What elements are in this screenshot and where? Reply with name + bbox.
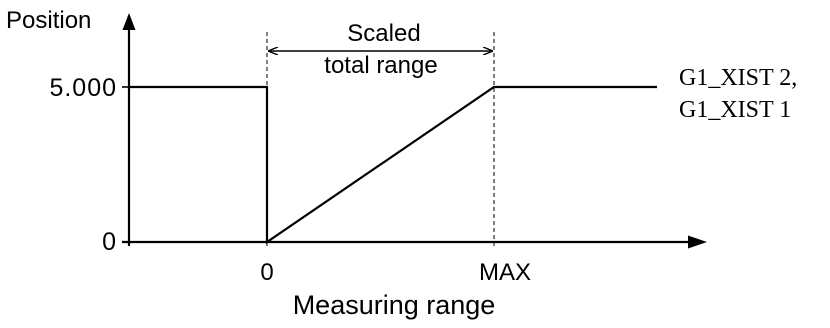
x-axis-label: Measuring range bbox=[293, 290, 496, 320]
x-tick-label-zero: 0 bbox=[260, 259, 273, 286]
series-label-line2: G1_XIST 1 bbox=[679, 97, 791, 123]
y-tick-label-bottom: 0 bbox=[102, 228, 116, 256]
x-tick-label-max: MAX bbox=[479, 259, 531, 286]
range-annotation-line1: Scaled bbox=[347, 20, 420, 47]
series-label-line1: G1_XIST 2, bbox=[679, 65, 797, 91]
y-tick-label-top: 5.000 bbox=[49, 74, 117, 102]
y-axis-arrow-icon bbox=[122, 13, 136, 30]
position-curve bbox=[129, 85, 657, 245]
range-annotation-line2: total range bbox=[324, 52, 437, 79]
x-axis-arrow-icon bbox=[688, 235, 707, 249]
y-axis-label: Position bbox=[6, 7, 91, 34]
